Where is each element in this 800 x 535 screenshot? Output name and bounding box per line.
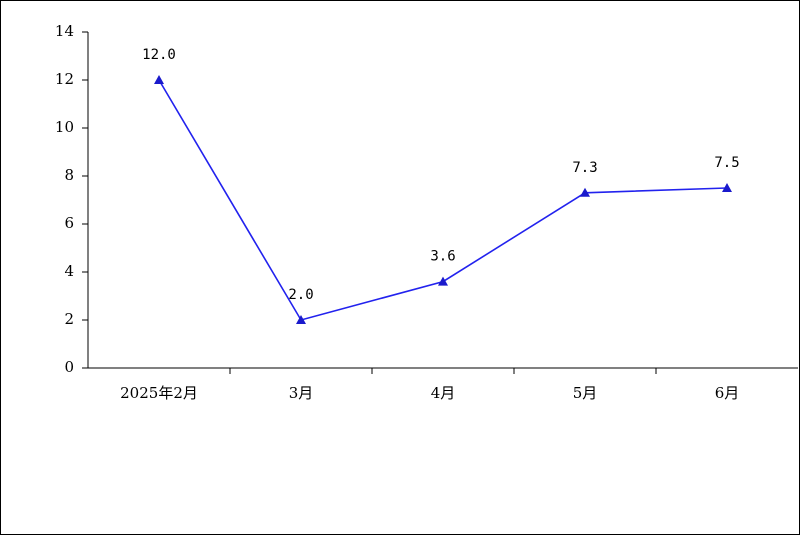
value-label: 7.3	[572, 160, 597, 176]
y-tick-label: 4	[64, 262, 74, 280]
value-label: 2.0	[288, 287, 313, 303]
x-tick-label: 4月	[431, 384, 456, 402]
y-tick-label: 14	[55, 22, 74, 40]
x-tick-label: 3月	[289, 384, 314, 402]
y-tick-label: 6	[64, 214, 74, 232]
value-label: 7.5	[714, 155, 739, 171]
x-tick-label: 5月	[573, 384, 598, 402]
x-tick-label: 6月	[715, 384, 740, 402]
marker	[722, 183, 732, 192]
y-tick-label: 8	[64, 166, 74, 184]
y-tick-label: 10	[55, 118, 74, 136]
marker	[296, 315, 306, 324]
marker	[154, 75, 164, 84]
value-label: 12.0	[142, 47, 176, 63]
marker	[580, 187, 590, 197]
y-tick-label: 0	[64, 358, 74, 376]
x-tick-label: 2025年2月	[120, 384, 198, 402]
y-tick-label: 2	[64, 310, 74, 328]
marker	[438, 276, 448, 286]
y-tick-label: 12	[55, 70, 74, 88]
value-label: 3.6	[430, 249, 455, 265]
